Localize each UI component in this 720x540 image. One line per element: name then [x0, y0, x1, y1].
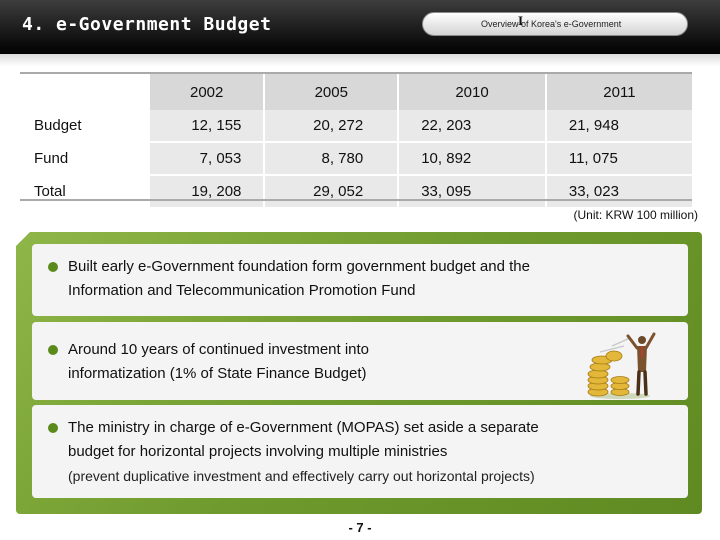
- table-cell: 19, 208: [147, 175, 265, 209]
- section-badge: Overview of Korea's e-Government I: [422, 12, 688, 36]
- bullet-card: The ministry in charge of e-Government (…: [32, 405, 688, 498]
- row-label: Total: [20, 175, 149, 209]
- column-header: 2002: [147, 74, 265, 110]
- table-row: Budget 12, 155 20, 272 22, 203 21, 948: [20, 110, 692, 143]
- page-number: - 7 -: [348, 520, 372, 535]
- table-cell: 8, 780: [263, 142, 399, 176]
- bullet-text: The ministry in charge of e-Government (…: [68, 416, 539, 488]
- bullet-line: Built early e-Government foundation form…: [68, 258, 530, 275]
- table-cell: 20, 272: [263, 110, 399, 143]
- bullet-line: (prevent duplicative investment and effe…: [68, 468, 535, 484]
- table-cell: 22, 203: [397, 110, 546, 143]
- bullet-line: The ministry in charge of e-Government (…: [68, 419, 539, 436]
- column-header: 2011: [544, 74, 692, 110]
- page-title: 4. e-Government Budget: [22, 14, 272, 35]
- table-cell: 10, 892: [397, 142, 546, 176]
- row-label: Fund: [20, 142, 149, 176]
- table-bottom-rule: [20, 199, 692, 201]
- table-cell: 33, 023: [544, 175, 692, 209]
- header-bar: 4. e-Government Budget Overview of Korea…: [0, 0, 720, 54]
- budget-table: 2002 2005 2010 2011 Budget 12, 155 20, 2…: [20, 74, 692, 209]
- unit-note: (Unit: KRW 100 million): [573, 208, 698, 222]
- bullet-card: Around 10 years of continued investment …: [32, 322, 688, 400]
- table-row: Fund 7, 053 8, 780 10, 892 11, 075: [20, 142, 692, 176]
- table-cell: 12, 155: [147, 110, 265, 143]
- bullet-line: Information and Telecommunication Promot…: [68, 282, 416, 299]
- table-cell: 7, 053: [147, 142, 265, 176]
- section-label: Overview of Korea's e-Government: [481, 19, 622, 29]
- row-label: Budget: [20, 110, 149, 143]
- bullet-line: Around 10 years of continued investment …: [68, 341, 370, 358]
- bullet-icon: [48, 423, 58, 433]
- table-cell: 29, 052: [263, 175, 399, 209]
- header-shadow: [0, 54, 720, 66]
- table-top-rule: [20, 72, 692, 74]
- table-corner-cell: [20, 74, 149, 110]
- bullet-text: Around 10 years of continued investment …: [68, 338, 369, 386]
- bullet-icon: [48, 345, 58, 355]
- column-header: 2010: [397, 74, 546, 110]
- bullet-card: Built early e-Government foundation form…: [32, 244, 688, 316]
- table-cell: 21, 948: [544, 110, 692, 143]
- bullet-text: Built early e-Government foundation form…: [68, 255, 530, 303]
- table-header-row: 2002 2005 2010 2011: [20, 74, 692, 110]
- table-cell: 33, 095: [397, 175, 546, 209]
- section-roman-numeral: I: [518, 13, 524, 28]
- bullet-line: informatization (1% of State Finance Bud…: [68, 365, 367, 382]
- table-row: Total 19, 208 29, 052 33, 095 33, 023: [20, 175, 692, 209]
- bullet-icon: [48, 262, 58, 272]
- column-header: 2005: [263, 74, 399, 110]
- panel-corner-notch: [16, 232, 30, 246]
- table-cell: 11, 075: [544, 142, 692, 176]
- coins-businessman-icon: [587, 332, 656, 399]
- bullet-line: budget for horizontal projects involving…: [68, 443, 448, 460]
